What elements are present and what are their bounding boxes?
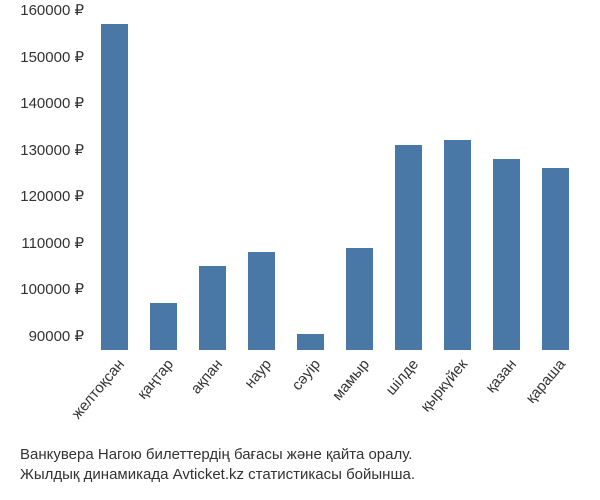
bar (101, 24, 128, 350)
bar-slot: қазан (482, 10, 531, 350)
bar-slot: қаңтар (139, 10, 188, 350)
y-tick-label: 120000 ₽ (20, 187, 84, 205)
bar (493, 159, 520, 350)
y-tick-label: 110000 ₽ (21, 234, 84, 252)
caption-line-1: Ванкувера Нагою билеттердің бағасы және … (20, 445, 580, 465)
bar (150, 303, 177, 350)
bar-slot: қараша (531, 10, 580, 350)
bar-slot: мамыр (335, 10, 384, 350)
bar-slot: наур (237, 10, 286, 350)
bar (444, 140, 471, 350)
bar (395, 145, 422, 350)
bar-slot: сәуір (286, 10, 335, 350)
y-axis: 90000 ₽ 100000 ₽ 110000 ₽ 120000 ₽ 130000 ₽ 1… (0, 10, 90, 350)
chart-caption: Ванкувера Нагою билеттердің бағасы және … (20, 445, 580, 486)
bar-slot: шілде (384, 10, 433, 350)
y-tick-label: 150000 ₽ (20, 48, 84, 66)
bar-slot: қыркүйек (433, 10, 482, 350)
bar (542, 168, 569, 350)
bar (199, 266, 226, 350)
bars-container: желтоқсанқаңтарақпаннаурсәуірмамыршілдеқ… (90, 10, 580, 350)
y-tick-label: 90000 ₽ (29, 327, 84, 345)
y-tick-label: 160000 ₽ (20, 1, 84, 19)
bar (248, 252, 275, 350)
y-tick-label: 140000 ₽ (20, 94, 84, 112)
price-chart: 90000 ₽ 100000 ₽ 110000 ₽ 120000 ₽ 130000 ₽ 1… (0, 0, 600, 500)
bar (346, 248, 373, 350)
y-tick-label: 100000 ₽ (20, 280, 84, 298)
plot-area: желтоқсанқаңтарақпаннаурсәуірмамыршілдеқ… (90, 10, 580, 350)
bar-slot: желтоқсан (90, 10, 139, 350)
y-tick-label: 130000 ₽ (20, 141, 84, 159)
bar-slot: ақпан (188, 10, 237, 350)
caption-line-2: Жылдық динамикада Avticket.kz статистика… (20, 465, 580, 485)
